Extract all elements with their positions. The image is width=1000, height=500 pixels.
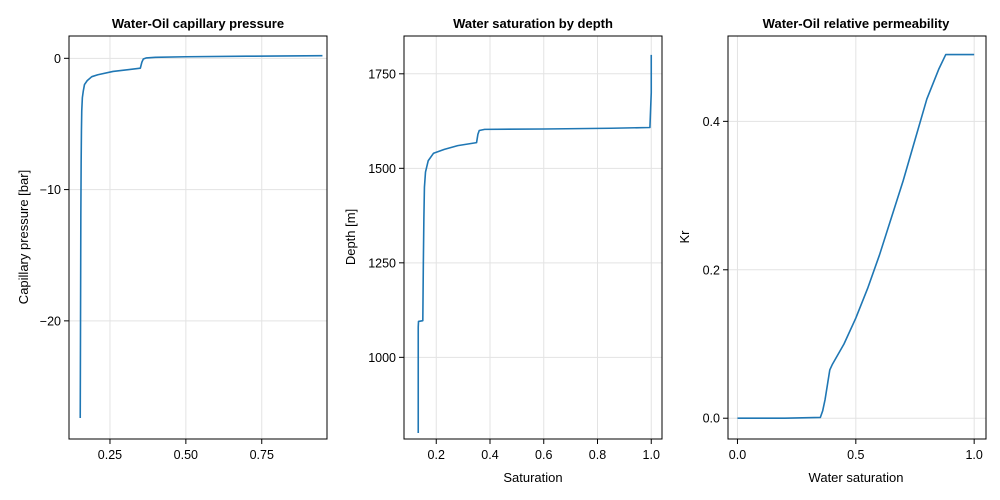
- y-tick-label: 1750: [368, 67, 396, 81]
- x-tick-label: 0.2: [428, 448, 445, 462]
- y-tick-label: 0.0: [703, 412, 720, 426]
- x-tick-label: 0.4: [481, 448, 498, 462]
- x-tick-label: 1.0: [643, 448, 660, 462]
- y-tick-label: −20: [40, 314, 61, 328]
- series-line: [417, 54, 653, 433]
- y-tick-label: 0.2: [703, 263, 720, 277]
- chart-saturation-by-depth: Water saturation by depth 0.2 0.4 0.6 0.8 1.…: [343, 16, 663, 485]
- plot-frame: [68, 35, 328, 440]
- grid: [728, 36, 986, 439]
- series-line: [737, 53, 975, 420]
- y-tick-label: 1500: [368, 162, 396, 176]
- grid: [404, 36, 662, 439]
- y-tick-label: 1000: [368, 351, 396, 365]
- x-tick-label: 0.5: [847, 448, 864, 462]
- x-axis-label: Saturation: [503, 470, 562, 485]
- chart-capillary-pressure: Water-Oil capillary pressure 0.25 0.50 0.7…: [16, 16, 328, 462]
- chart-title: Water saturation by depth: [453, 16, 613, 31]
- x-tick-label: 0.50: [174, 448, 198, 462]
- x-tick-label: 0.75: [250, 448, 274, 462]
- series-layer: [417, 54, 653, 433]
- plot-frame: [403, 35, 663, 440]
- ticks: 0.0 0.5 1.0 0.0 0.2 0.4: [703, 115, 983, 462]
- chart-title: Water-Oil capillary pressure: [112, 16, 284, 31]
- x-tick-label: 0.25: [98, 448, 122, 462]
- y-tick-label: 0: [54, 52, 61, 66]
- x-tick-label: 0.0: [729, 448, 746, 462]
- series-layer: [79, 54, 323, 419]
- y-axis-label: Capillary pressure [bar]: [16, 170, 31, 304]
- plot-frame: [727, 35, 987, 440]
- x-tick-label: 1.0: [965, 448, 982, 462]
- y-tick-label: 0.4: [703, 115, 720, 129]
- grid: [69, 36, 327, 439]
- chart-title: Water-Oil relative permeability: [763, 16, 950, 31]
- series-line: [79, 54, 323, 419]
- y-tick-label: −10: [40, 183, 61, 197]
- y-tick-label: 1250: [368, 256, 396, 270]
- chart-relative-permeability: Water-Oil relative permeability 0.0 0.5 1.…: [677, 16, 987, 485]
- ticks: 0.25 0.50 0.75 0 −10 −20: [40, 52, 274, 462]
- x-tick-label: 0.8: [589, 448, 606, 462]
- ticks: 0.2 0.4 0.6 0.8 1.0 1000 1250 1500 1750: [368, 67, 660, 462]
- series-layer: [737, 53, 975, 420]
- x-axis-label: Water saturation: [809, 470, 904, 485]
- y-axis-label: Depth [m]: [343, 209, 358, 265]
- y-axis-label: Kr: [677, 230, 692, 244]
- x-tick-label: 0.6: [535, 448, 552, 462]
